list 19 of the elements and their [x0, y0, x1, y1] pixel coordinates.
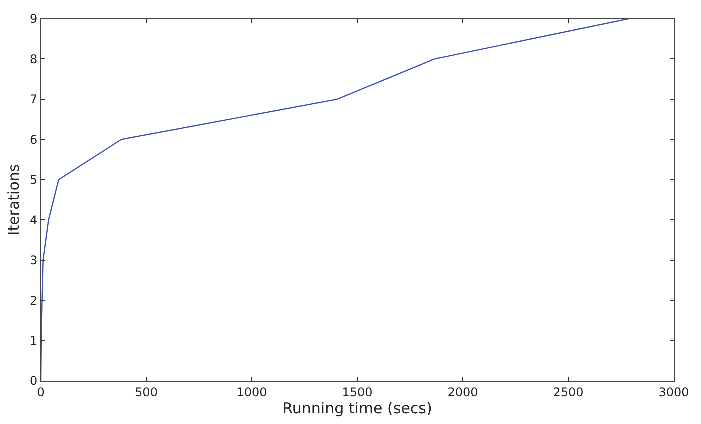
y-tick-label: 6: [30, 132, 38, 147]
y-tick-label: 3: [30, 254, 38, 268]
y-tick-label: 9: [30, 12, 38, 26]
x-axis-title: Running time (secs): [282, 399, 432, 418]
y-axis-title: Iterations: [5, 164, 24, 236]
x-tick-label: 1500: [342, 385, 373, 400]
y-tick-label: 1: [30, 334, 38, 348]
x-tick-label: 3000: [658, 385, 690, 400]
x-tick-label: 2000: [448, 385, 478, 400]
y-tick-label: 4: [30, 213, 38, 228]
x-tick-label: 2500: [553, 385, 584, 400]
y-tick-label: 7: [30, 92, 38, 107]
y-tick-label: 2: [30, 294, 38, 308]
x-tick-label: 1000: [236, 385, 268, 400]
x-tick-label: 500: [135, 385, 158, 400]
y-tick-label: 8: [30, 52, 38, 66]
y-tick-label: 5: [30, 173, 38, 188]
line-series: [41, 19, 630, 381]
y-tick-label: 0: [30, 374, 38, 388]
